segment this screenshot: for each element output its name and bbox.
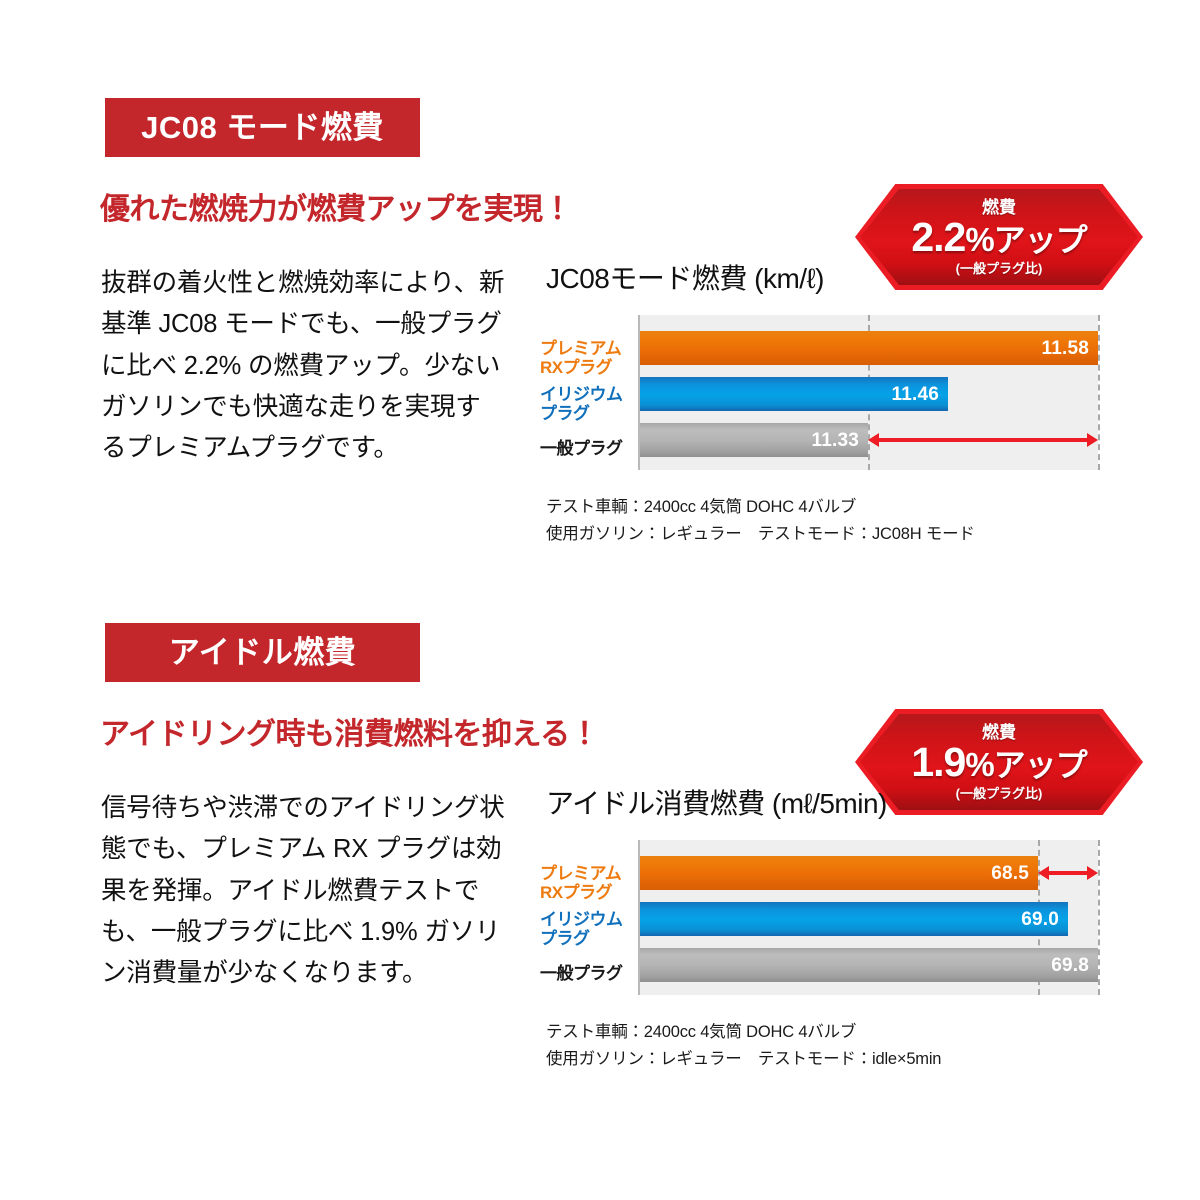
chart-category-normal: 一般プラグ xyxy=(540,439,623,458)
section-body-idle: 信号待ちや渋滞でのアイドリング状態でも、プレミアム RX プラグは効果を発揮。ア… xyxy=(101,794,505,988)
arrow-head-right xyxy=(1087,433,1098,447)
badge-top-label: 燃費 xyxy=(982,198,1016,218)
chart-category-normal: 一般プラグ xyxy=(540,964,623,983)
chart-footnote-idle: テスト車輌：2400cc 4気筒 DOHC 4バルブ 使用ガソリン：レギュラー … xyxy=(546,1023,942,1068)
chart-category-premium: プレミアム RXプラグ xyxy=(540,339,622,378)
section-lede-idle: アイドリング時も消費燃料を抑える！ xyxy=(100,718,600,751)
chart-bar-value-normal: 69.8 xyxy=(1051,954,1089,976)
section-band-idle: アイドル燃費 xyxy=(105,623,420,682)
chart-difference-arrow-jc08 xyxy=(868,433,1098,447)
chart-title-jc08: JC08モード燃費 (km/ℓ) xyxy=(546,263,824,294)
arrow-head-left xyxy=(868,433,879,447)
arrow-shaft xyxy=(876,438,1090,442)
chart-category-premium: プレミアム RXプラグ xyxy=(540,864,622,903)
chart-max-line xyxy=(1098,315,1100,470)
badge-note: (一般プラグ比) xyxy=(955,785,1043,801)
chart-row-iridium: 69.0 xyxy=(640,902,1098,936)
badge-top-label: 燃費 xyxy=(982,723,1016,743)
chart-bar-value-premium: 68.5 xyxy=(991,862,1029,884)
chart-bar-normal: 11.33 xyxy=(640,423,868,457)
section-body-jc08: 抜群の着火性と燃焼効率により、新基準 JC08 モードでも、一般プラグに比べ 2… xyxy=(101,269,505,463)
chart-category-iridium: イリジウム プラグ xyxy=(540,910,623,949)
chart-footnote-jc08: テスト車輌：2400cc 4気筒 DOHC 4バルブ 使用ガソリン：レギュラー … xyxy=(546,498,975,543)
section-band-label: JC08 モード燃費 xyxy=(141,110,384,145)
chart-bar-premium: 68.5 xyxy=(640,856,1038,890)
badge-fuel-economy-idle: 燃費 1.9%アップ (一般プラグ比) xyxy=(855,709,1143,815)
badge-suffix: アップ xyxy=(993,747,1088,784)
chart-bar-value-iridium: 69.0 xyxy=(1021,908,1059,930)
chart-row-premium: 68.5 xyxy=(640,856,1098,890)
chart-row-normal: 11.33 xyxy=(640,423,1098,457)
chart-row-iridium: 11.46 xyxy=(640,377,1098,411)
chart-bar-value-normal: 11.33 xyxy=(811,429,859,451)
section-band-jc08: JC08 モード燃費 xyxy=(105,98,420,157)
badge-number: 1.9 xyxy=(911,739,966,786)
chart-idle: プレミアム RXプラグ イリジウム プラグ 一般プラグ 68.5 69.0 xyxy=(540,840,1100,1000)
chart-bar-iridium: 11.46 xyxy=(640,377,948,411)
badge-percent-sign: % xyxy=(965,221,994,259)
chart-row-normal: 69.8 xyxy=(640,948,1098,982)
chart-max-line xyxy=(1098,840,1100,995)
chart-plot-area-idle: 68.5 69.0 69.8 xyxy=(638,840,1100,995)
section-band-label: アイドル燃費 xyxy=(168,635,357,670)
chart-row-premium: 11.58 xyxy=(640,331,1098,365)
chart-bar-normal: 69.8 xyxy=(640,948,1098,982)
badge-inner: 燃費 1.9%アップ (一般プラグ比) xyxy=(860,714,1138,810)
badge-main-value: 2.2%アップ xyxy=(911,214,1088,261)
chart-jc08: プレミアム RXプラグ イリジウム プラグ 一般プラグ 11.58 11.46 xyxy=(540,315,1100,475)
chart-plot-area-jc08: 11.58 11.46 11.33 xyxy=(638,315,1100,470)
chart-bar-premium: 11.58 xyxy=(640,331,1098,365)
badge-number: 2.2 xyxy=(911,214,966,261)
badge-suffix: アップ xyxy=(993,222,1088,259)
arrow-head-left xyxy=(1038,866,1049,880)
chart-title-idle: アイドル消費燃費 (mℓ/5min) xyxy=(546,788,887,819)
chart-bar-iridium: 69.0 xyxy=(640,902,1068,936)
section-lede-jc08: 優れた燃焼力が燃費アップを実現！ xyxy=(100,193,573,226)
chart-bar-value-premium: 11.58 xyxy=(1041,337,1089,359)
badge-main-value: 1.9%アップ xyxy=(911,739,1088,786)
badge-inner: 燃費 2.2%アップ (一般プラグ比) xyxy=(860,189,1138,285)
chart-bar-value-iridium: 11.46 xyxy=(891,383,939,405)
arrow-shaft xyxy=(1046,871,1090,875)
badge-fuel-economy-jc08: 燃費 2.2%アップ (一般プラグ比) xyxy=(855,184,1143,290)
arrow-head-right xyxy=(1087,866,1098,880)
badge-note: (一般プラグ比) xyxy=(955,260,1043,276)
chart-category-iridium: イリジウム プラグ xyxy=(540,385,623,424)
chart-difference-arrow-idle xyxy=(1038,866,1098,880)
badge-percent-sign: % xyxy=(965,746,994,784)
